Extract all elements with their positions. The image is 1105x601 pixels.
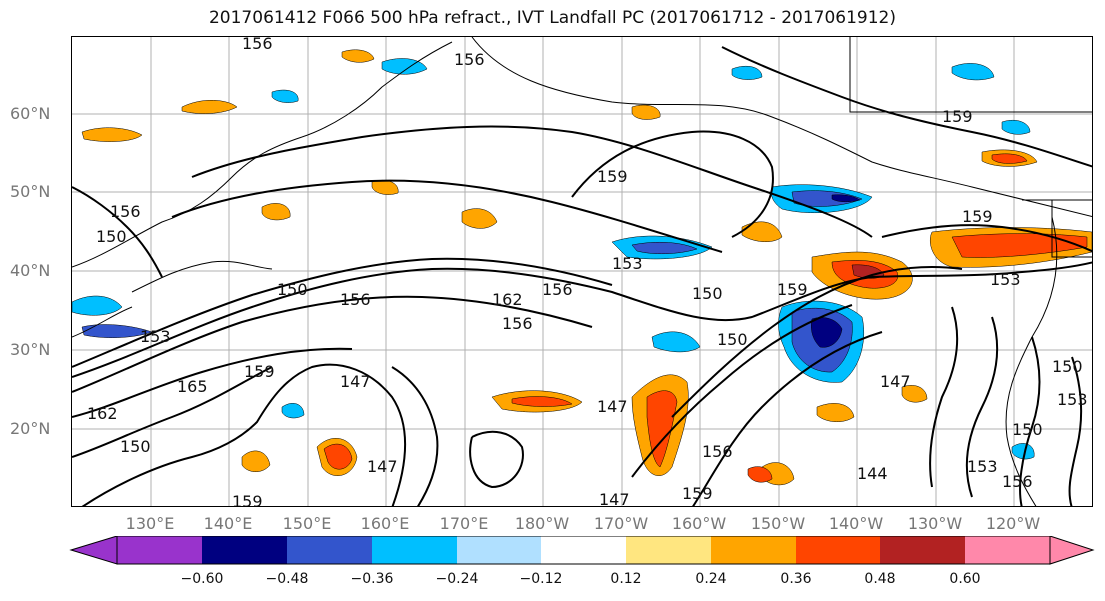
contour-label: 159 bbox=[777, 280, 808, 299]
lon-label: 130°E bbox=[125, 514, 175, 533]
colorbar-tick: −0.60 bbox=[180, 571, 224, 587]
contour-label: 147 bbox=[340, 372, 371, 391]
contour-label: 150 bbox=[692, 284, 723, 303]
lon-label: 170°W bbox=[593, 514, 649, 533]
contour-label: 162 bbox=[492, 290, 523, 309]
colorbar-tick: −0.48 bbox=[265, 571, 309, 587]
lon-label: 180°W bbox=[514, 514, 570, 533]
contour-label: 150 bbox=[1012, 420, 1043, 439]
contour-label: 156 bbox=[542, 280, 573, 299]
colorbar-segment bbox=[287, 536, 372, 564]
contour-label: 150 bbox=[96, 227, 127, 246]
contour-label: 156 bbox=[454, 50, 485, 69]
colorbar-segment bbox=[626, 536, 711, 564]
contour-label: 156 bbox=[1002, 472, 1033, 491]
lon-label: 150°W bbox=[750, 514, 806, 533]
colorbar-tick: 0.24 bbox=[695, 571, 727, 587]
contour-label: 156 bbox=[340, 290, 371, 309]
colorbar-segment bbox=[880, 536, 965, 564]
colorbar-segment bbox=[372, 536, 457, 564]
contour-label: 156 bbox=[702, 442, 733, 461]
lon-label: 120°W bbox=[985, 514, 1041, 533]
contour-label: 150 bbox=[277, 280, 308, 299]
colorbar-tick: 0.60 bbox=[949, 571, 981, 587]
height-contours bbox=[72, 46, 1092, 506]
map-title: 2017061412 F066 500 hPa refract., IVT La… bbox=[208, 8, 896, 28]
contour-label: 153 bbox=[140, 327, 171, 346]
lon-label: 160°W bbox=[671, 514, 727, 533]
contour-label: 156 bbox=[502, 314, 533, 333]
colorbar-extend-min bbox=[69, 536, 118, 565]
contour-label: 159 bbox=[942, 107, 973, 126]
colorbar-tick: −0.24 bbox=[435, 571, 479, 587]
lon-label: 140°W bbox=[828, 514, 884, 533]
colorbar-segment bbox=[541, 536, 626, 564]
lat-label-50n: 50°N bbox=[10, 182, 51, 201]
contour-label: 159 bbox=[232, 492, 263, 507]
contour-label: 153 bbox=[990, 270, 1021, 289]
map-panel: 156 156 159 159 153 156 150 150 156 162 … bbox=[71, 36, 1093, 507]
colorbar-segment bbox=[965, 536, 1050, 564]
contour-label: 147 bbox=[367, 457, 398, 476]
colorbar-tick: 0.36 bbox=[780, 571, 812, 587]
map-canvas: 156 156 159 159 153 156 150 150 156 162 … bbox=[72, 37, 1092, 507]
colorbar-tick: −0.36 bbox=[350, 571, 394, 587]
contour-label: 159 bbox=[962, 207, 993, 226]
contour-label: 153 bbox=[1057, 390, 1088, 409]
colorbar-segment bbox=[711, 536, 796, 564]
contour-label: 144 bbox=[857, 464, 888, 483]
colorbar-extend-max bbox=[1049, 536, 1095, 565]
lat-label-60n: 60°N bbox=[10, 104, 51, 123]
colorbar-segment bbox=[202, 536, 287, 564]
lon-label: 150°E bbox=[282, 514, 332, 533]
graticule bbox=[72, 37, 1092, 506]
lon-label: 140°E bbox=[203, 514, 253, 533]
colorbar-segment bbox=[796, 536, 880, 564]
contour-label: 147 bbox=[599, 490, 630, 507]
contour-labels: 156 156 159 159 153 156 150 150 156 162 … bbox=[87, 37, 1088, 507]
colorbar bbox=[69, 536, 1095, 565]
colorbar-segment bbox=[457, 536, 541, 564]
refractivity-shading bbox=[72, 49, 1092, 486]
lat-label-30n: 30°N bbox=[10, 340, 51, 359]
lon-label: 170°E bbox=[439, 514, 489, 533]
contour-label: 162 bbox=[87, 404, 118, 423]
contour-label: 150 bbox=[717, 330, 748, 349]
contour-label: 156 bbox=[110, 202, 141, 221]
lat-label-20n: 20°N bbox=[10, 419, 51, 438]
lon-label: 130°W bbox=[907, 514, 963, 533]
contour-label: 165 bbox=[177, 377, 208, 396]
colorbar-tick: −0.12 bbox=[519, 571, 563, 587]
colorbar-segment bbox=[117, 536, 202, 564]
contour-label: 147 bbox=[880, 372, 911, 391]
lon-label: 160°E bbox=[360, 514, 410, 533]
contour-label: 159 bbox=[597, 167, 628, 186]
contour-label: 159 bbox=[682, 484, 713, 503]
contour-label: 156 bbox=[242, 37, 273, 53]
coastlines bbox=[72, 37, 1092, 506]
contour-label: 153 bbox=[967, 457, 998, 476]
contour-label: 147 bbox=[597, 397, 628, 416]
contour-label: 150 bbox=[120, 437, 151, 456]
lat-label-40n: 40°N bbox=[10, 261, 51, 280]
contour-label: 150 bbox=[1052, 357, 1083, 376]
colorbar-tick: 0.48 bbox=[864, 571, 896, 587]
contour-label: 159 bbox=[244, 362, 275, 381]
contour-label: 153 bbox=[612, 254, 643, 273]
colorbar-tick: 0.12 bbox=[610, 571, 642, 587]
